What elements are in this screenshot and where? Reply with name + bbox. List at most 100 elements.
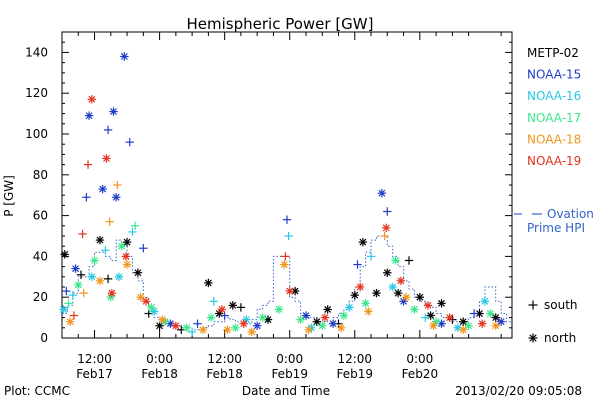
north-marker — [301, 311, 311, 320]
north-marker — [477, 319, 487, 328]
series-noaa-16 — [59, 227, 490, 337]
x-tick-time: 12:00 — [337, 352, 372, 366]
north-marker — [491, 321, 500, 330]
south-marker — [62, 286, 71, 296]
south-marker — [383, 207, 392, 216]
x-tick-time: 0:00 — [276, 352, 303, 366]
north-marker — [84, 111, 94, 120]
ovation-step-line — [62, 235, 512, 331]
north-marker — [228, 301, 237, 310]
north-marker — [223, 325, 232, 335]
north-marker — [171, 321, 181, 330]
north-marker — [133, 268, 143, 277]
y-tick-label: 100 — [25, 127, 48, 141]
north-marker — [323, 305, 332, 314]
north-marker — [87, 272, 97, 281]
south-marker — [282, 215, 292, 224]
footer-credit: Plot: CCMC — [4, 384, 70, 398]
south-marker — [469, 309, 479, 318]
y-tick-label: 20 — [33, 290, 48, 304]
legend-ovation-label-2: Prime HPI — [527, 221, 585, 235]
north-marker — [339, 311, 349, 320]
north-marker — [136, 293, 145, 302]
north-marker — [320, 313, 330, 322]
north-marker — [296, 315, 305, 324]
x-tick-time: 12:00 — [207, 352, 242, 366]
plot-frame — [61, 31, 513, 339]
south-marker — [366, 252, 376, 261]
north-marker — [480, 297, 490, 306]
south-marker — [380, 231, 389, 241]
series-noaa-15 — [62, 52, 506, 330]
south-marker — [103, 274, 113, 284]
north-marker — [239, 319, 248, 328]
south-marker — [69, 311, 79, 320]
south-marker — [421, 313, 430, 322]
north-marker — [59, 305, 68, 314]
chart-title: Hemispheric Power [GW] — [187, 15, 374, 33]
legend-metp-02: METP-02 — [527, 46, 579, 60]
legend-noaa-16: NOAA-16 — [527, 89, 581, 103]
north-marker — [217, 305, 227, 314]
north-marker — [372, 288, 381, 298]
south-marker — [528, 300, 538, 310]
north-marker — [107, 288, 117, 298]
south-marker — [76, 270, 86, 279]
north-marker — [431, 317, 441, 326]
north-marker — [182, 323, 191, 332]
north-marker — [312, 317, 322, 326]
north-marker — [206, 313, 216, 322]
north-marker — [388, 282, 397, 292]
north-marker — [231, 323, 240, 332]
north-marker — [361, 299, 370, 308]
y-tick-label: 80 — [33, 168, 48, 182]
legend-ovation-label: Ovation — [547, 207, 594, 221]
legend-noaa-17: NOAA-17 — [527, 111, 581, 125]
north-marker — [355, 282, 365, 292]
north-marker — [285, 286, 294, 296]
y-tick-label: 120 — [25, 86, 48, 100]
south-marker — [193, 319, 202, 328]
north-marker — [98, 184, 107, 194]
north-marker — [258, 313, 267, 322]
x-axis: 12:00Feb170:00Feb1812:00Feb180:00Feb1912… — [76, 32, 502, 381]
north-marker — [423, 301, 433, 310]
y-tick-label: 40 — [33, 249, 48, 263]
north-marker — [383, 268, 392, 277]
north-marker — [437, 299, 446, 308]
north-marker — [382, 223, 391, 233]
data-points — [59, 52, 506, 337]
series-noaa-19 — [69, 95, 487, 330]
y-axis: 0 20 40 60 80 100 120 140 — [25, 41, 512, 345]
north-marker — [198, 325, 208, 335]
south-marker — [128, 227, 137, 237]
footer-timestamp: 2013/02/20 09:05:08 — [455, 384, 582, 398]
north-marker — [410, 305, 419, 314]
legend-south-label: south — [544, 298, 578, 312]
south-marker — [79, 288, 88, 298]
north-marker — [65, 317, 75, 326]
south-marker — [236, 303, 246, 312]
north-marker — [459, 317, 468, 326]
south-marker — [64, 299, 73, 308]
south-marker — [404, 256, 414, 265]
north-marker — [71, 264, 80, 273]
series-noaa-17 — [64, 221, 495, 332]
north-marker — [109, 107, 118, 116]
north-marker — [358, 237, 368, 247]
north-marker — [345, 303, 354, 312]
north-marker — [377, 188, 387, 198]
north-marker — [393, 288, 403, 298]
ovation-hpi-line — [62, 235, 512, 331]
x-tick-time: 0:00 — [406, 352, 433, 366]
north-marker — [122, 260, 132, 269]
north-marker — [337, 323, 346, 332]
north-marker — [120, 52, 129, 61]
x-tick-date: Feb18 — [206, 367, 243, 381]
south-marker — [101, 246, 110, 255]
y-tick-label: 0 — [40, 331, 48, 345]
north-marker — [391, 256, 400, 265]
north-marker — [158, 315, 167, 324]
north-marker — [429, 321, 438, 330]
